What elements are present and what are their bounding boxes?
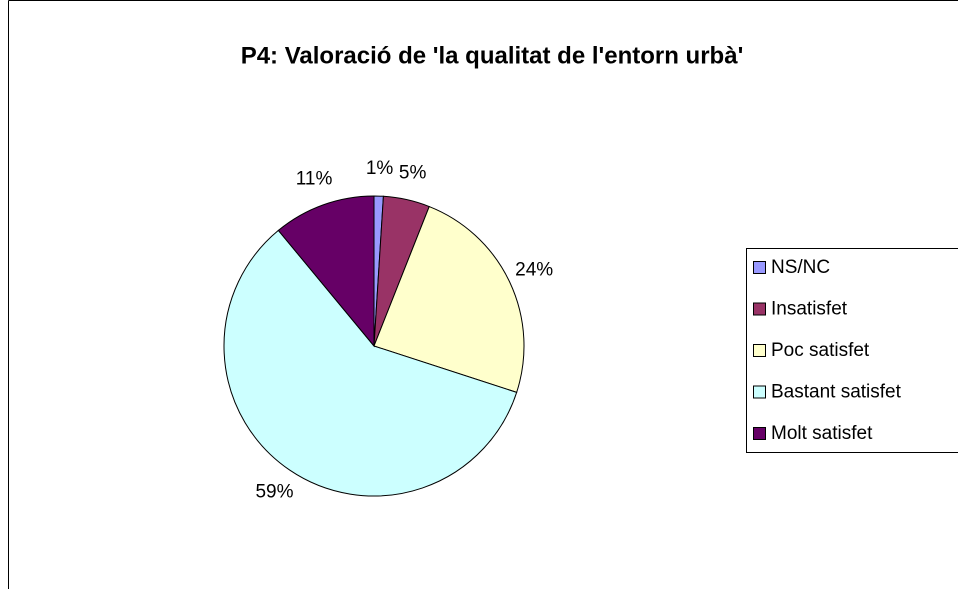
pie-slice: [373, 205, 525, 393]
legend-swatch: [753, 302, 766, 316]
data-label: 1%: [366, 158, 394, 179]
chart-title: P4: Valoració de 'la qualitat de l'entor…: [241, 42, 744, 69]
legend: [746, 248, 958, 453]
legend-label: NS/NC: [771, 257, 830, 278]
legend-swatch: [753, 344, 766, 357]
data-label: 59%: [255, 481, 293, 502]
legend-label: Bastant satisfet: [771, 382, 902, 403]
legend-label: Insatisfet: [771, 299, 848, 320]
data-label: 11%: [296, 168, 333, 189]
legend-swatch: [753, 261, 766, 274]
legend-label: Molt satisfet: [771, 423, 873, 444]
legend-label: Poc satisfet: [771, 340, 870, 361]
data-label: 5%: [399, 162, 427, 183]
legend-swatch: [753, 385, 766, 399]
data-label: 24%: [515, 260, 553, 281]
legend-swatch: [753, 427, 766, 440]
pie-slice: [223, 229, 518, 497]
pie-slice: [277, 195, 375, 348]
